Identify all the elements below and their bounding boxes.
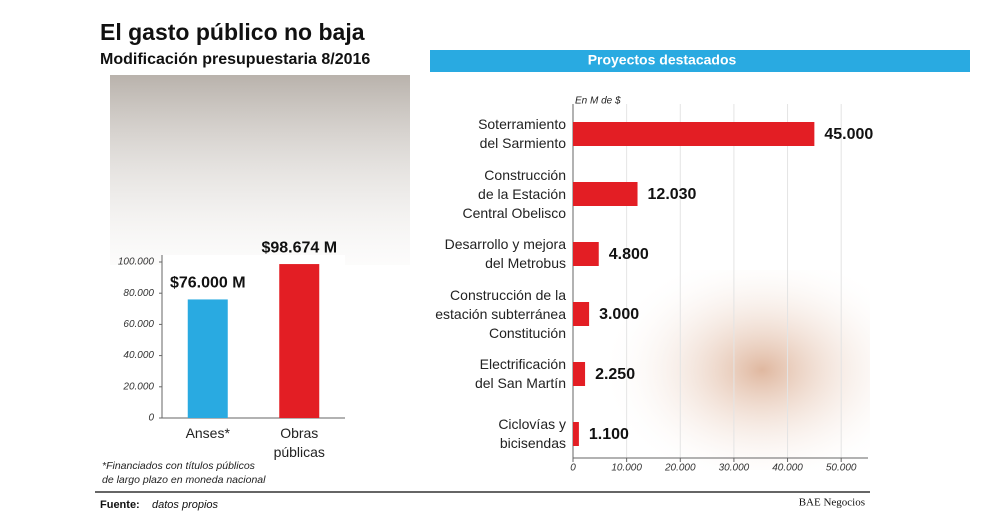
bar [573,122,815,146]
y-tick-label: 40.000 [123,350,154,361]
y-tick-label: 20.000 [122,381,154,392]
bar [573,302,590,326]
y-tick-label: 80.000 [123,288,154,299]
bar [573,182,638,206]
value-label: 4.800 [609,246,649,263]
y-tick-label: Desarrollo y mejora del Metrobus [444,236,566,271]
value-label: 12.030 [648,186,697,203]
y-tick-label: Ciclovías y bicisendas [498,416,566,451]
y-tick-label: 0 [148,413,154,424]
title: El gasto público no baja [100,19,365,45]
source-label: Fuente: [100,499,140,511]
credit: BAE Negocios [799,497,865,509]
chart-title: Proyectos destacados [588,52,737,68]
value-label: $76.000 M [170,275,246,292]
x-tick-label: Anses* [185,425,230,441]
y-tick-label: Electrificación del San Martín [474,356,566,391]
y-tick-label: 60.000 [123,319,154,330]
bar [573,422,579,446]
subtitle: Modificación presupuestaria 8/2016 [100,51,370,68]
y-tick-label: Soterramiento del Sarmiento [478,116,566,151]
value-label: 2.250 [595,366,635,383]
value-label: 3.000 [599,306,639,323]
x-tick-label: 40.000 [772,463,803,474]
footnote: *Financiados con títulos públicos de lar… [102,460,266,486]
photo [600,270,870,470]
banner [430,50,970,72]
value-label: $98.674 M [261,239,337,256]
x-tick-label: 10.000 [611,463,642,474]
x-tick-label: Obras públicas [273,425,325,460]
x-tick-label: 20.000 [664,463,696,474]
bar [187,299,228,418]
bar [573,362,586,386]
value-label: 45.000 [824,126,873,143]
unit-label: En M de $ [575,96,621,107]
photo [110,75,410,265]
x-tick-label: 0 [570,463,576,474]
x-tick-label: 30.000 [719,463,750,474]
x-tick-label: 50.000 [826,463,857,474]
value-label: 1.100 [589,426,629,443]
y-tick-label: 100.000 [118,257,155,268]
source: datos propios [152,499,219,511]
bar [573,242,599,266]
bar [279,264,320,418]
y-tick-label: Construcción de la Estación Central Obel… [462,166,567,221]
y-tick-label: Construcción de la estación subterránea … [435,286,566,341]
